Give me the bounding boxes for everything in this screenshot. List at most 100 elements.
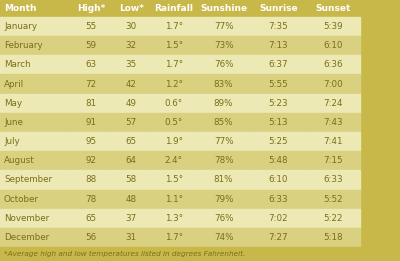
Bar: [111, 151, 151, 170]
Bar: [251, 55, 306, 74]
Text: 7:27: 7:27: [268, 233, 288, 242]
Text: 81%: 81%: [214, 175, 233, 185]
Text: 7:00: 7:00: [323, 80, 343, 88]
Bar: [196, 113, 251, 132]
Text: 1.9°: 1.9°: [165, 137, 182, 146]
Text: 7:43: 7:43: [323, 118, 343, 127]
Text: 6:36: 6:36: [323, 60, 342, 69]
Bar: [196, 0, 251, 17]
Bar: [111, 0, 151, 17]
Bar: [306, 113, 360, 132]
Bar: [0, 113, 71, 132]
Text: 56: 56: [86, 233, 97, 242]
Text: 7:35: 7:35: [268, 22, 288, 31]
Bar: [196, 151, 251, 170]
Bar: [71, 0, 111, 17]
Text: 83%: 83%: [214, 80, 234, 88]
Bar: [196, 94, 251, 113]
Bar: [0, 36, 71, 55]
Bar: [251, 0, 306, 17]
Text: 42: 42: [126, 80, 137, 88]
Bar: [151, 113, 196, 132]
Bar: [71, 209, 111, 228]
Bar: [0, 151, 71, 170]
Text: March: March: [4, 60, 31, 69]
Text: 0.6°: 0.6°: [164, 99, 183, 108]
Bar: [306, 17, 360, 36]
Text: 6:33: 6:33: [268, 195, 288, 204]
Text: 65: 65: [86, 214, 97, 223]
Bar: [111, 55, 151, 74]
Bar: [71, 151, 111, 170]
Text: 63: 63: [86, 60, 97, 69]
Bar: [111, 189, 151, 209]
Bar: [71, 17, 111, 36]
Bar: [151, 170, 196, 189]
Text: 72: 72: [86, 80, 97, 88]
Text: 95: 95: [86, 137, 97, 146]
Text: 37: 37: [126, 214, 137, 223]
Bar: [71, 74, 111, 94]
Bar: [0, 17, 71, 36]
Bar: [71, 228, 111, 247]
Text: 57: 57: [126, 118, 137, 127]
Text: May: May: [4, 99, 22, 108]
Text: 65: 65: [126, 137, 137, 146]
Text: 5:39: 5:39: [323, 22, 343, 31]
Text: Month: Month: [4, 4, 36, 13]
Text: 7:02: 7:02: [268, 214, 288, 223]
Bar: [251, 74, 306, 94]
Text: 32: 32: [126, 41, 137, 50]
Bar: [251, 132, 306, 151]
Bar: [71, 189, 111, 209]
Text: 85%: 85%: [214, 118, 234, 127]
Text: Sunset: Sunset: [315, 4, 350, 13]
Text: 48: 48: [126, 195, 137, 204]
Text: October: October: [4, 195, 39, 204]
Bar: [196, 189, 251, 209]
Text: 30: 30: [126, 22, 137, 31]
Bar: [306, 36, 360, 55]
Text: 73%: 73%: [214, 41, 234, 50]
Text: 1.1°: 1.1°: [165, 195, 182, 204]
Bar: [0, 228, 71, 247]
Bar: [151, 55, 196, 74]
Bar: [306, 0, 360, 17]
Text: July: July: [4, 137, 20, 146]
Bar: [111, 113, 151, 132]
Bar: [151, 132, 196, 151]
Text: 31: 31: [126, 233, 137, 242]
Bar: [306, 170, 360, 189]
Text: June: June: [4, 118, 23, 127]
Text: 1.3°: 1.3°: [164, 214, 183, 223]
Text: 59: 59: [86, 41, 97, 50]
Text: 64: 64: [126, 156, 137, 165]
Bar: [151, 17, 196, 36]
Bar: [251, 36, 306, 55]
Bar: [0, 55, 71, 74]
Text: 5:48: 5:48: [268, 156, 288, 165]
Text: January: January: [4, 22, 37, 31]
Text: 7:41: 7:41: [323, 137, 342, 146]
Text: 78: 78: [86, 195, 97, 204]
Bar: [151, 0, 196, 17]
Text: 1.7°: 1.7°: [164, 60, 183, 69]
Bar: [111, 74, 151, 94]
Text: 92: 92: [86, 156, 97, 165]
Bar: [306, 228, 360, 247]
Text: April: April: [4, 80, 24, 88]
Bar: [251, 113, 306, 132]
Text: 5:52: 5:52: [323, 195, 343, 204]
Bar: [111, 228, 151, 247]
Text: 5:55: 5:55: [268, 80, 288, 88]
Bar: [71, 132, 111, 151]
Bar: [251, 94, 306, 113]
Text: 91: 91: [86, 118, 97, 127]
Text: Low*: Low*: [119, 4, 144, 13]
Text: 7:13: 7:13: [268, 41, 288, 50]
Text: 7:24: 7:24: [323, 99, 342, 108]
Text: 5:25: 5:25: [268, 137, 288, 146]
Text: Sunshine: Sunshine: [200, 4, 247, 13]
Text: 0.5°: 0.5°: [164, 118, 183, 127]
Bar: [71, 36, 111, 55]
